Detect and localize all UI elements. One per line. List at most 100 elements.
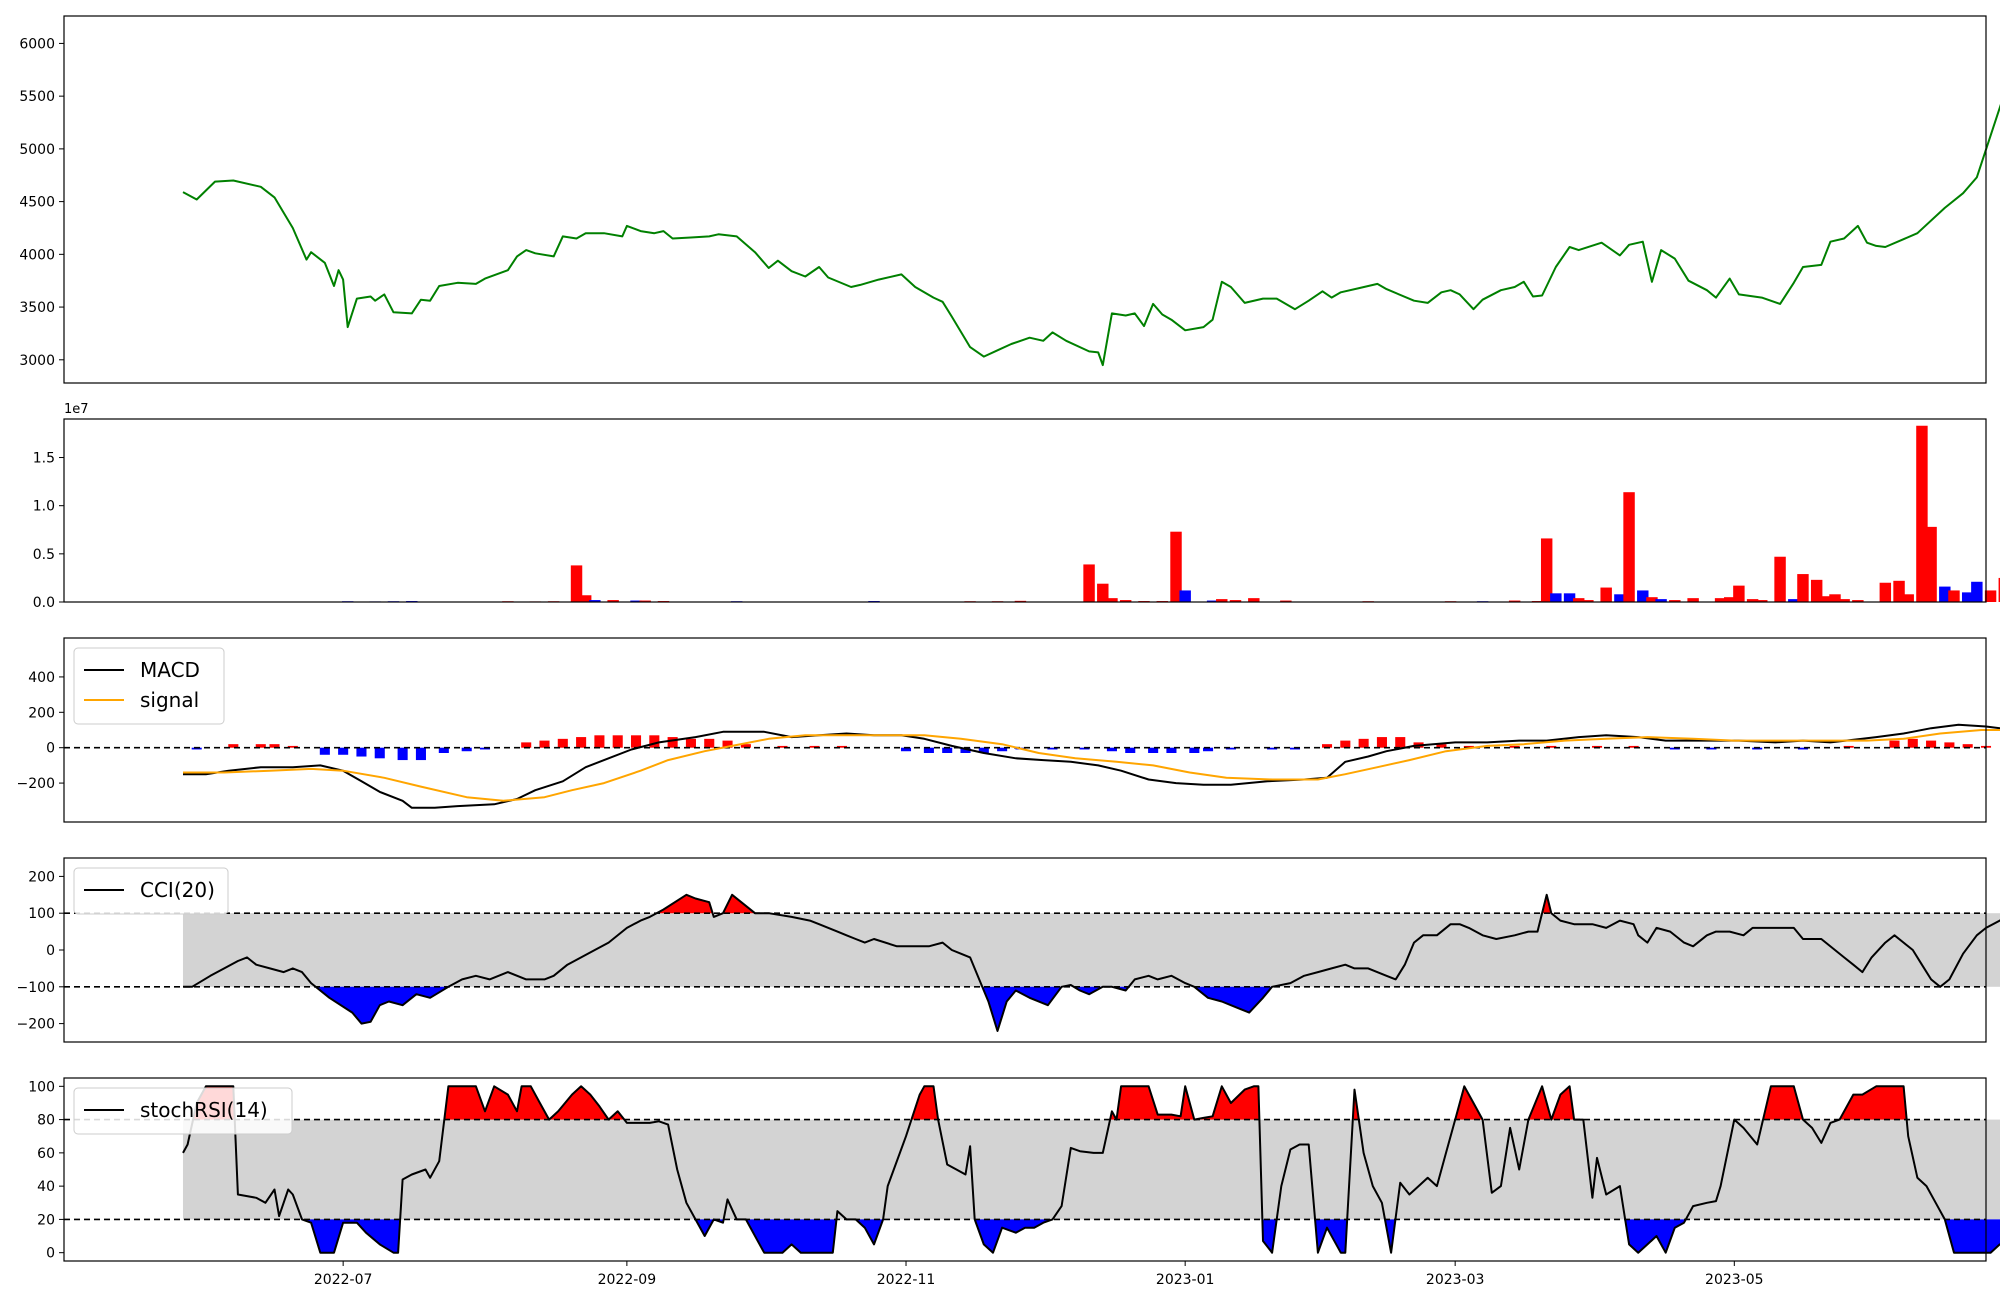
volume-bar: [1852, 600, 1864, 602]
macd-histogram-bar: [539, 740, 550, 748]
y-tick-label: 200: [28, 869, 55, 885]
macd-histogram-bar: [1463, 745, 1474, 748]
neutral-band: [182, 913, 2000, 987]
legend-label: stochRSI(14): [140, 1098, 268, 1122]
volume-bar: [1998, 577, 2000, 602]
volume-bar: [1614, 594, 1626, 602]
macd-histogram-bar: [704, 738, 715, 748]
macd-panel: −200 0 200 400 MACD signal: [17, 637, 2000, 823]
macd-histogram-bar: [438, 747, 449, 753]
volume-panel: 0.0 0.5 1.0 1.5 1e7: [33, 402, 2000, 611]
legend-box: [73, 647, 225, 725]
plot-frame: [63, 418, 1987, 603]
oversold-fill: [974, 1219, 1053, 1253]
macd-histogram-bar: [740, 744, 751, 748]
macd-histogram-bar: [630, 735, 642, 748]
y-tick-label: 80: [37, 1113, 55, 1129]
volume-bar: [1119, 600, 1132, 602]
volume-bar: [1572, 598, 1585, 602]
volume-bar: [1280, 600, 1292, 602]
macd-histogram-bar: [1509, 745, 1520, 748]
overbought-fill: [1194, 1086, 1260, 1120]
volume-bar: [1097, 583, 1109, 602]
volume-bar: [1582, 600, 1594, 602]
macd-histogram-bar: [1166, 747, 1177, 753]
macd-histogram-bar: [521, 742, 532, 748]
oversold-fill: [1315, 1219, 1348, 1253]
y-tick-label: 4500: [19, 195, 55, 211]
signal-line: [183, 729, 2000, 802]
volume-bar: [1229, 600, 1242, 602]
volume-bar: [1797, 574, 1809, 602]
x-tick-label: 2023-03: [1426, 1272, 1485, 1288]
volume-bar: [1206, 600, 1219, 602]
x-tick-label: 2022-11: [877, 1272, 936, 1288]
legend-label: CCI(20): [140, 878, 215, 902]
macd-histogram-bar: [319, 747, 330, 755]
volume-bar: [1971, 581, 1983, 602]
macd-histogram-bar: [900, 747, 912, 752]
macd-histogram-bar: [479, 747, 491, 750]
macd-histogram-bar: [1267, 747, 1278, 750]
plot-frame: [63, 637, 1987, 823]
volume-bar: [1687, 598, 1699, 602]
overbought-fill: [608, 1111, 625, 1120]
volume-bar: [1600, 587, 1612, 602]
y-tick-label: 5000: [19, 142, 55, 158]
macd-histogram-bar: [960, 747, 971, 753]
y-tick-label: 20: [37, 1212, 55, 1228]
overbought-fill: [1542, 894, 1552, 914]
price-panel: 3000 3500 4000 4500 5000 5500 6000: [19, 15, 2000, 384]
volume-bar: [1179, 590, 1191, 602]
macd-histogram-bar: [1706, 747, 1717, 750]
volume-bar: [1984, 590, 1997, 602]
overbought-fill: [1551, 1086, 1575, 1120]
macd-histogram-bar: [685, 738, 696, 748]
volume-bar: [1106, 598, 1118, 602]
macd-histogram-bar: [287, 745, 298, 748]
macd-histogram-bar: [667, 737, 678, 748]
macd-histogram-bar: [1225, 747, 1236, 750]
macd-histogram-bar: [1079, 747, 1090, 750]
oversold-fill: [315, 986, 449, 1024]
macd-histogram-bar: [722, 740, 733, 748]
overbought-fill: [911, 1086, 939, 1120]
volume-bar: [1733, 585, 1745, 602]
macd-histogram-bar: [374, 747, 385, 759]
macd-histogram-bar: [1436, 744, 1447, 748]
macd-histogram-bar: [1843, 745, 1854, 748]
volume-bar: [1829, 594, 1841, 602]
axis-offset-label: 1e7: [64, 402, 89, 417]
overbought-fill: [1763, 1086, 1803, 1120]
y-tick-label: 60: [37, 1146, 55, 1162]
volume-bar: [1248, 598, 1260, 602]
volume-bar: [1948, 590, 1960, 602]
neutral-band: [182, 1119, 2000, 1220]
overbought-fill: [549, 1086, 609, 1120]
volume-bar: [1714, 598, 1727, 602]
volume-bar: [1756, 600, 1768, 602]
legend-label: MACD: [140, 658, 200, 682]
macd-histogram-bar: [649, 735, 660, 748]
x-tick-label: 2022-07: [314, 1272, 373, 1288]
macd-histogram-bar: [1106, 747, 1117, 752]
macd-histogram-bar: [228, 744, 239, 748]
volume-bar: [1637, 590, 1649, 602]
macd-histogram-bar: [1125, 747, 1136, 753]
cci-panel: −200 −100 0 100 200 CCI(20): [17, 857, 2000, 1043]
x-tick-label: 2023-01: [1156, 1272, 1215, 1288]
macd-histogram-bar: [415, 747, 426, 761]
macd-line: [183, 723, 2000, 809]
macd-histogram-bar: [836, 745, 847, 748]
volume-bar: [630, 600, 642, 602]
volume-bar: [1916, 425, 1928, 602]
macd-histogram-bar: [576, 737, 587, 748]
x-tick-label: 2022-09: [598, 1272, 657, 1288]
macd-histogram-bar: [1148, 747, 1159, 753]
volume-bar: [579, 595, 592, 602]
macd-histogram-bar: [1797, 747, 1808, 750]
macd-histogram-bar: [1669, 747, 1680, 750]
y-tick-label: −200: [17, 776, 55, 792]
stochrsi-panel: 0 20 40 60 80 100 stochRSI(14) 2022-07 2022-09 20…: [28, 1077, 2000, 1288]
y-tick-label: 1.5: [33, 451, 55, 467]
